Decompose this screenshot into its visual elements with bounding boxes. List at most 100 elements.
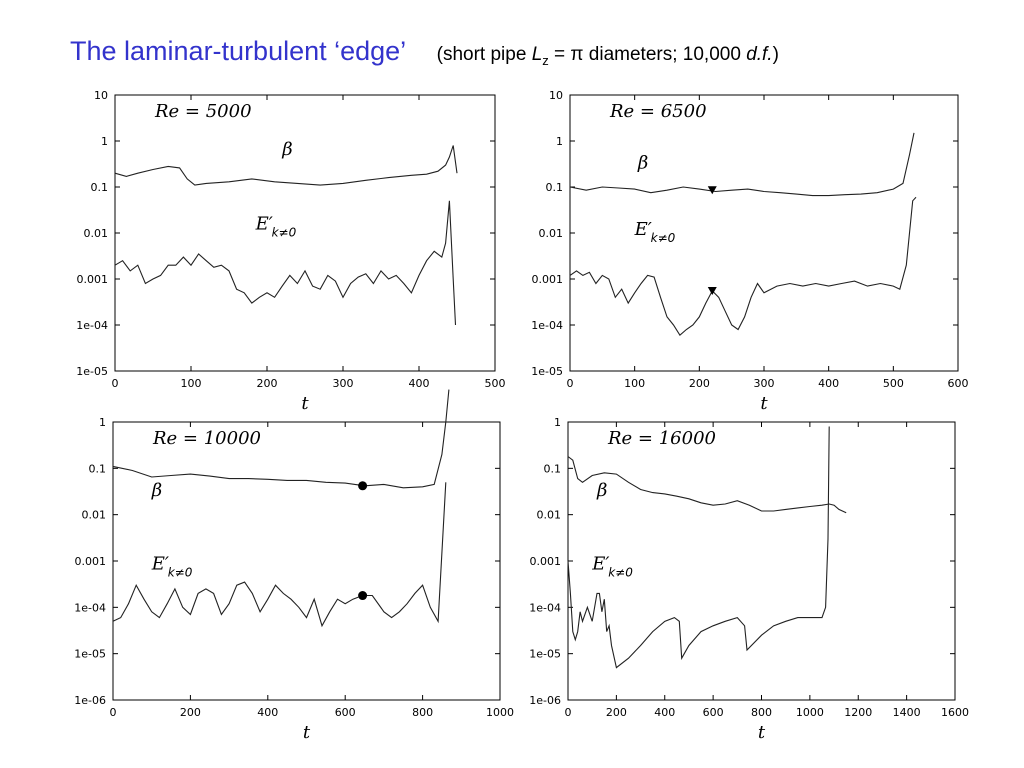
title-lz-sub: z — [542, 52, 549, 68]
title-df: d.f. — [746, 44, 773, 65]
title-subtitle: (short pipe Lz = π diameters; 10,000 d.f… — [436, 44, 779, 68]
plot-frame — [567, 421, 956, 701]
triangle-marker — [707, 286, 717, 295]
plot-frame — [569, 94, 959, 372]
x-tick-label: 0 — [112, 377, 119, 390]
x-axis-label: t — [301, 393, 309, 414]
title-lz-var: L — [531, 44, 543, 65]
re-label: Re = 6500 — [609, 101, 707, 122]
y-tick-label: 0.001 — [530, 555, 562, 568]
circle-marker — [358, 591, 368, 601]
x-axis-label: t — [758, 722, 766, 743]
y-tick-label: 0.01 — [537, 509, 562, 522]
re-label: Re = 16000 — [607, 428, 716, 449]
beta-series-line — [567, 456, 847, 514]
energy-series-line — [567, 426, 830, 669]
x-tick-label: 500 — [883, 377, 904, 390]
re-label: Re = 10000 — [152, 428, 261, 449]
chart-re-16000: 0 200 400 600 800 1000 1200 1400 1600 1e-06 1e-05 1… — [529, 416, 969, 743]
plot-frame — [114, 94, 496, 372]
energy-label: E′ — [255, 213, 273, 234]
x-axis-label: t — [303, 722, 311, 743]
y-tick-label: 1e-04 — [529, 601, 561, 614]
beta-label: β — [637, 153, 648, 174]
energy-label-subscript: k≠0 — [272, 225, 297, 239]
x-tick-label: 100 — [181, 377, 202, 390]
y-tick-label: 0.01 — [82, 509, 107, 522]
y-tick-label: 0.1 — [546, 181, 564, 194]
y-tick-label: 0.001 — [77, 273, 109, 286]
y-tick-label: 1e-05 — [529, 648, 561, 661]
circle-marker — [358, 481, 368, 491]
x-tick-label: 400 — [818, 377, 839, 390]
x-tick-label: 0 — [110, 706, 117, 719]
x-tick-label: 200 — [689, 377, 710, 390]
x-tick-label: 200 — [180, 706, 201, 719]
x-tick-label: 400 — [409, 377, 430, 390]
x-tick-label: 1000 — [796, 706, 824, 719]
title-open: (short pipe — [436, 44, 532, 65]
x-axis-label: t — [760, 393, 768, 414]
y-tick-label: 0.1 — [544, 462, 562, 475]
y-tick-label: 10 — [94, 89, 108, 102]
beta-label: β — [596, 480, 607, 501]
re-label: Re = 5000 — [154, 101, 252, 122]
y-tick-label: 0.01 — [84, 227, 109, 240]
x-tick-label: 800 — [751, 706, 772, 719]
title-main: The laminar-turbulent ‘edge’ — [70, 36, 407, 66]
y-tick-label: 1 — [556, 135, 563, 148]
x-tick-label: 600 — [948, 377, 969, 390]
x-tick-label: 600 — [703, 706, 724, 719]
title-lz-eq: = π diameters; 10,000 — [548, 44, 747, 65]
chart-re-5000: 0 100 200 300 400 500 1e-05 1e-04 0.001 0.01 0.1 1 1… — [76, 89, 505, 414]
x-tick-label: 200 — [606, 706, 627, 719]
beta-series-line — [114, 145, 458, 186]
energy-label-subscript: k≠0 — [651, 231, 676, 245]
slide-title: The laminar-turbulent ‘edge’ (short pipe… — [70, 36, 779, 68]
energy-label-subscript: k≠0 — [168, 566, 193, 580]
x-tick-label: 400 — [257, 706, 278, 719]
energy-label: E′ — [151, 554, 169, 575]
x-tick-label: 800 — [412, 706, 433, 719]
y-tick-label: 0.001 — [75, 555, 107, 568]
energy-series-line — [569, 196, 917, 337]
y-tick-label: 1e-04 — [531, 319, 563, 332]
x-tick-label: 200 — [257, 377, 278, 390]
y-tick-label: 1 — [99, 416, 106, 429]
triangle-marker — [707, 186, 717, 195]
energy-label: E′ — [591, 554, 609, 575]
y-tick-label: 0.1 — [89, 462, 107, 475]
x-tick-label: 300 — [333, 377, 354, 390]
energy-series-line — [112, 482, 447, 628]
y-tick-label: 0.01 — [539, 227, 564, 240]
x-tick-label: 600 — [335, 706, 356, 719]
y-tick-label: 10 — [549, 89, 563, 102]
x-tick-label: 400 — [654, 706, 675, 719]
x-tick-label: 1200 — [844, 706, 872, 719]
x-tick-label: 0 — [567, 377, 574, 390]
y-tick-label: 1e-04 — [76, 319, 108, 332]
chart-re-6500: 0 100 200 300 400 500 600 1e-05 1e-04 0.001 0.01 0.… — [531, 89, 968, 414]
x-tick-label: 1600 — [941, 706, 969, 719]
x-tick-label: 500 — [485, 377, 506, 390]
beta-series-line — [569, 132, 915, 197]
x-tick-label: 300 — [754, 377, 775, 390]
y-tick-label: 1e-05 — [74, 648, 106, 661]
title-close: ) — [772, 44, 779, 65]
y-tick-label: 1e-05 — [76, 365, 108, 378]
y-tick-label: 1e-06 — [74, 694, 106, 707]
y-tick-label: 1e-04 — [74, 601, 106, 614]
beta-label: β — [151, 480, 162, 501]
y-tick-label: 1 — [554, 416, 561, 429]
y-tick-label: 1e-06 — [529, 694, 561, 707]
y-tick-label: 1e-05 — [531, 365, 563, 378]
x-tick-label: 0 — [565, 706, 572, 719]
beta-label: β — [281, 139, 292, 160]
x-tick-label: 1400 — [893, 706, 921, 719]
y-tick-label: 0.001 — [532, 273, 564, 286]
chart-re-10000: 0 200 400 600 800 1000 1e-06 1e-05 1e-04 0.001 0.0… — [74, 389, 514, 743]
energy-series-line — [114, 200, 457, 326]
energy-label: E′ — [634, 219, 652, 240]
y-tick-label: 0.1 — [91, 181, 109, 194]
x-tick-label: 100 — [624, 377, 645, 390]
